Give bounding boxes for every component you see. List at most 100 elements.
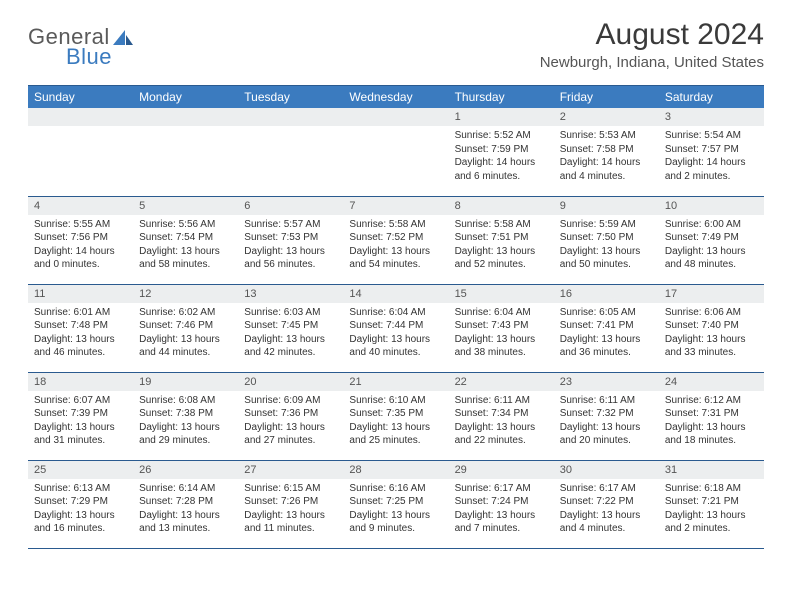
day-number: 23 — [554, 373, 659, 391]
calendar-cell: 9Sunrise: 5:59 AMSunset: 7:50 PMDaylight… — [554, 196, 659, 284]
calendar-cell: 25Sunrise: 6:13 AMSunset: 7:29 PMDayligh… — [28, 460, 133, 548]
calendar-week: 11Sunrise: 6:01 AMSunset: 7:48 PMDayligh… — [28, 284, 764, 372]
daylight-text: Daylight: 13 hours and 38 minutes. — [455, 333, 548, 360]
day-number: 16 — [554, 285, 659, 303]
sunrise-text: Sunrise: 6:05 AM — [560, 306, 653, 320]
calendar-cell: 8Sunrise: 5:58 AMSunset: 7:51 PMDaylight… — [449, 196, 554, 284]
sunset-text: Sunset: 7:26 PM — [244, 495, 337, 509]
day-entry: Sunrise: 6:07 AMSunset: 7:39 PMDaylight:… — [28, 391, 133, 452]
day-entry: Sunrise: 6:16 AMSunset: 7:25 PMDaylight:… — [343, 479, 448, 540]
day-number: 8 — [449, 197, 554, 215]
sunset-text: Sunset: 7:58 PM — [560, 143, 653, 157]
daylight-text: Daylight: 14 hours and 4 minutes. — [560, 156, 653, 183]
day-entry: Sunrise: 6:01 AMSunset: 7:48 PMDaylight:… — [28, 303, 133, 364]
daylight-text: Daylight: 13 hours and 36 minutes. — [560, 333, 653, 360]
title-block: August 2024 Newburgh, Indiana, United St… — [540, 18, 764, 71]
daylight-text: Daylight: 13 hours and 4 minutes. — [560, 509, 653, 536]
day-number: 31 — [659, 461, 764, 479]
calendar-cell: 17Sunrise: 6:06 AMSunset: 7:40 PMDayligh… — [659, 284, 764, 372]
sunset-text: Sunset: 7:36 PM — [244, 407, 337, 421]
col-header: Saturday — [659, 86, 764, 109]
day-entry: Sunrise: 6:06 AMSunset: 7:40 PMDaylight:… — [659, 303, 764, 364]
daylight-text: Daylight: 13 hours and 56 minutes. — [244, 245, 337, 272]
sunset-text: Sunset: 7:59 PM — [455, 143, 548, 157]
sunset-text: Sunset: 7:43 PM — [455, 319, 548, 333]
calendar-week: 4Sunrise: 5:55 AMSunset: 7:56 PMDaylight… — [28, 196, 764, 284]
calendar-cell: 31Sunrise: 6:18 AMSunset: 7:21 PMDayligh… — [659, 460, 764, 548]
sunset-text: Sunset: 7:46 PM — [139, 319, 232, 333]
calendar-cell: 13Sunrise: 6:03 AMSunset: 7:45 PMDayligh… — [238, 284, 343, 372]
sunrise-text: Sunrise: 6:11 AM — [560, 394, 653, 408]
day-entry: Sunrise: 6:08 AMSunset: 7:38 PMDaylight:… — [133, 391, 238, 452]
day-number: 18 — [28, 373, 133, 391]
daylight-text: Daylight: 13 hours and 52 minutes. — [455, 245, 548, 272]
sunrise-text: Sunrise: 6:14 AM — [139, 482, 232, 496]
daylight-text: Daylight: 13 hours and 58 minutes. — [139, 245, 232, 272]
sunset-text: Sunset: 7:50 PM — [560, 231, 653, 245]
sunrise-text: Sunrise: 6:02 AM — [139, 306, 232, 320]
daylight-text: Daylight: 13 hours and 29 minutes. — [139, 421, 232, 448]
daylight-text: Daylight: 13 hours and 54 minutes. — [349, 245, 442, 272]
daylight-text: Daylight: 13 hours and 33 minutes. — [665, 333, 758, 360]
day-entry: Sunrise: 6:04 AMSunset: 7:43 PMDaylight:… — [449, 303, 554, 364]
calendar-cell: 20Sunrise: 6:09 AMSunset: 7:36 PMDayligh… — [238, 372, 343, 460]
sunrise-text: Sunrise: 6:10 AM — [349, 394, 442, 408]
day-number: 13 — [238, 285, 343, 303]
sunrise-text: Sunrise: 6:17 AM — [455, 482, 548, 496]
calendar-cell: 1Sunrise: 5:52 AMSunset: 7:59 PMDaylight… — [449, 108, 554, 196]
calendar-cell: 18Sunrise: 6:07 AMSunset: 7:39 PMDayligh… — [28, 372, 133, 460]
month-title: August 2024 — [540, 18, 764, 52]
calendar-cell: 5Sunrise: 5:56 AMSunset: 7:54 PMDaylight… — [133, 196, 238, 284]
sunset-text: Sunset: 7:22 PM — [560, 495, 653, 509]
day-number — [133, 108, 238, 126]
sunrise-text: Sunrise: 5:53 AM — [560, 129, 653, 143]
calendar-cell — [133, 108, 238, 196]
calendar-cell: 3Sunrise: 5:54 AMSunset: 7:57 PMDaylight… — [659, 108, 764, 196]
sunset-text: Sunset: 7:40 PM — [665, 319, 758, 333]
sunset-text: Sunset: 7:29 PM — [34, 495, 127, 509]
day-number: 7 — [343, 197, 448, 215]
calendar-week: 18Sunrise: 6:07 AMSunset: 7:39 PMDayligh… — [28, 372, 764, 460]
day-number: 15 — [449, 285, 554, 303]
daylight-text: Daylight: 14 hours and 6 minutes. — [455, 156, 548, 183]
day-entry: Sunrise: 6:17 AMSunset: 7:24 PMDaylight:… — [449, 479, 554, 540]
sunrise-text: Sunrise: 6:04 AM — [455, 306, 548, 320]
sunset-text: Sunset: 7:21 PM — [665, 495, 758, 509]
calendar-cell — [238, 108, 343, 196]
daylight-text: Daylight: 13 hours and 18 minutes. — [665, 421, 758, 448]
location-text: Newburgh, Indiana, United States — [540, 54, 764, 71]
day-number: 4 — [28, 197, 133, 215]
day-entry: Sunrise: 6:05 AMSunset: 7:41 PMDaylight:… — [554, 303, 659, 364]
day-number: 5 — [133, 197, 238, 215]
calendar-table: SundayMondayTuesdayWednesdayThursdayFrid… — [28, 85, 764, 549]
daylight-text: Daylight: 13 hours and 2 minutes. — [665, 509, 758, 536]
sunrise-text: Sunrise: 6:13 AM — [34, 482, 127, 496]
calendar-cell: 16Sunrise: 6:05 AMSunset: 7:41 PMDayligh… — [554, 284, 659, 372]
sunset-text: Sunset: 7:54 PM — [139, 231, 232, 245]
day-entry: Sunrise: 5:55 AMSunset: 7:56 PMDaylight:… — [28, 215, 133, 276]
daylight-text: Daylight: 13 hours and 13 minutes. — [139, 509, 232, 536]
sunset-text: Sunset: 7:51 PM — [455, 231, 548, 245]
day-number — [343, 108, 448, 126]
day-entry: Sunrise: 6:13 AMSunset: 7:29 PMDaylight:… — [28, 479, 133, 540]
sunrise-text: Sunrise: 5:59 AM — [560, 218, 653, 232]
day-entry: Sunrise: 6:04 AMSunset: 7:44 PMDaylight:… — [343, 303, 448, 364]
logo-sail-icon — [112, 29, 134, 47]
daylight-text: Daylight: 13 hours and 25 minutes. — [349, 421, 442, 448]
calendar-week: 25Sunrise: 6:13 AMSunset: 7:29 PMDayligh… — [28, 460, 764, 548]
daylight-text: Daylight: 13 hours and 16 minutes. — [34, 509, 127, 536]
day-number: 9 — [554, 197, 659, 215]
day-number — [238, 108, 343, 126]
calendar-cell: 11Sunrise: 6:01 AMSunset: 7:48 PMDayligh… — [28, 284, 133, 372]
daylight-text: Daylight: 13 hours and 22 minutes. — [455, 421, 548, 448]
day-entry: Sunrise: 6:14 AMSunset: 7:28 PMDaylight:… — [133, 479, 238, 540]
calendar-cell: 21Sunrise: 6:10 AMSunset: 7:35 PMDayligh… — [343, 372, 448, 460]
sunset-text: Sunset: 7:41 PM — [560, 319, 653, 333]
daylight-text: Daylight: 13 hours and 27 minutes. — [244, 421, 337, 448]
logo-text-blue: Blue — [66, 44, 138, 70]
daylight-text: Daylight: 13 hours and 9 minutes. — [349, 509, 442, 536]
col-header: Friday — [554, 86, 659, 109]
calendar-cell: 29Sunrise: 6:17 AMSunset: 7:24 PMDayligh… — [449, 460, 554, 548]
sunrise-text: Sunrise: 5:57 AM — [244, 218, 337, 232]
calendar-cell: 4Sunrise: 5:55 AMSunset: 7:56 PMDaylight… — [28, 196, 133, 284]
